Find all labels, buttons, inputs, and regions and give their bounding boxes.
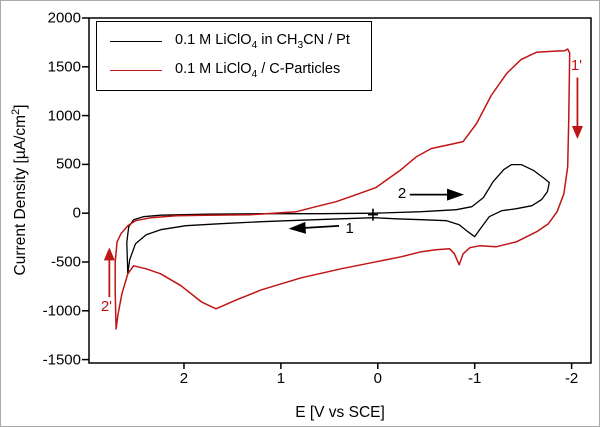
plot-frame xyxy=(88,17,592,364)
scan-annotation-label-4: 2' xyxy=(100,298,113,316)
scan-annotation-label-3: 1' xyxy=(570,57,583,75)
x-axis-title: E [V vs SCE] xyxy=(295,404,385,421)
x-tick-label: 0 xyxy=(373,370,382,387)
arrow-head-1 xyxy=(288,221,306,234)
series-path-1 xyxy=(114,48,571,330)
y-tick-label: -500 xyxy=(50,253,81,271)
x-tick-label: 2 xyxy=(179,370,189,387)
legend-line-sample xyxy=(110,69,162,71)
scan-annotation-label-2: 1 xyxy=(345,220,354,238)
axis-tick-marks xyxy=(82,17,573,369)
arrow-head-1' xyxy=(571,126,583,140)
arrow-head-2 xyxy=(447,188,465,201)
legend-box: 0.1 M LiClO4 in CH3CN / Pt 0.1 M LiClO4 /… xyxy=(96,21,372,91)
y-axis-title: Current Density [µA/cm2] xyxy=(9,104,30,276)
x-tick-label: -2 xyxy=(564,370,579,387)
y-tick-label: 0 xyxy=(72,204,81,222)
series-paths xyxy=(114,48,571,330)
legend-label: 0.1 M LiClO4 in CH3CN / Pt xyxy=(175,32,350,51)
legend-label: 0.1 M LiClO4 / C-Particles xyxy=(175,61,341,80)
legend-line-sample xyxy=(110,41,162,42)
x-tick-label: -1 xyxy=(468,370,482,387)
annotation-arrows xyxy=(103,77,583,298)
y-tick-label: 1500 xyxy=(47,58,81,76)
x-tick-label: 1 xyxy=(276,370,286,387)
y-tick-label: 1000 xyxy=(47,107,81,125)
scan-annotation-label-1: 2 xyxy=(397,184,407,202)
series-path-0 xyxy=(126,163,550,275)
y-tick-label: -1500 xyxy=(42,351,81,369)
y-tick-label: -1000 xyxy=(42,302,81,320)
y-tick-label: 2000 xyxy=(47,9,81,27)
arrow-head-2' xyxy=(103,247,115,261)
legend-entry-1: 0.1 M LiClO4 / C-Particles xyxy=(110,61,371,80)
legend-entry-0: 0.1 M LiClO4 in CH3CN / Pt xyxy=(110,32,371,51)
scan-start-marker xyxy=(367,208,378,221)
y-tick-label: 500 xyxy=(55,155,81,173)
